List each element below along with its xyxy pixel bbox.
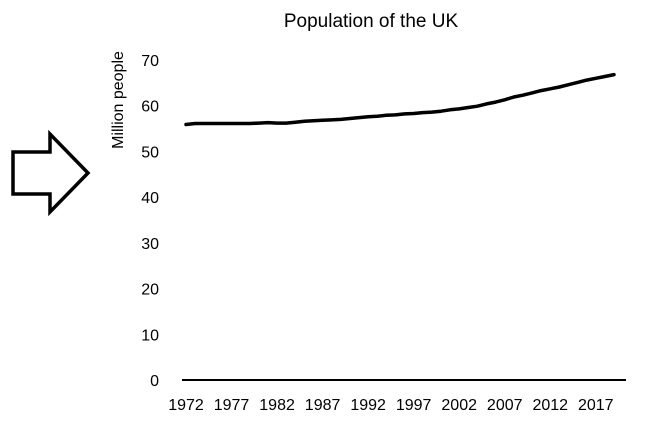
x-tick-label: 1997 (396, 397, 432, 414)
chart-title: Population of the UK (284, 11, 459, 32)
y-tick-label: 0 (150, 373, 159, 390)
y-tick-label: 30 (141, 236, 159, 253)
x-tick-label: 1992 (350, 397, 386, 414)
y-tick-label: 60 (141, 99, 159, 116)
y-axis-ticks: 0 10 20 30 40 50 60 70 (141, 53, 159, 390)
x-tick-label: 2012 (532, 397, 568, 414)
x-axis-ticks: 1972 1977 1982 1987 1992 1997 2002 2007 2012 2017 (168, 397, 613, 414)
y-axis-label: Million people (110, 51, 127, 149)
x-tick-label: 2017 (578, 397, 614, 414)
y-tick-label: 20 (141, 282, 159, 299)
series-line (184, 72, 616, 127)
x-tick-label: 2002 (441, 397, 477, 414)
series-group (184, 72, 616, 127)
right-arrow-icon (11, 129, 91, 217)
x-tick-label: 1977 (214, 397, 250, 414)
x-tick-label: 1972 (168, 397, 204, 414)
x-tick-label: 2007 (487, 397, 523, 414)
y-tick-label: 10 (141, 327, 159, 344)
x-tick-label: 1982 (259, 397, 295, 414)
y-tick-label: 50 (141, 144, 159, 161)
y-tick-label: 70 (141, 53, 159, 70)
x-tick-label: 1987 (305, 397, 341, 414)
y-tick-label: 40 (141, 190, 159, 207)
